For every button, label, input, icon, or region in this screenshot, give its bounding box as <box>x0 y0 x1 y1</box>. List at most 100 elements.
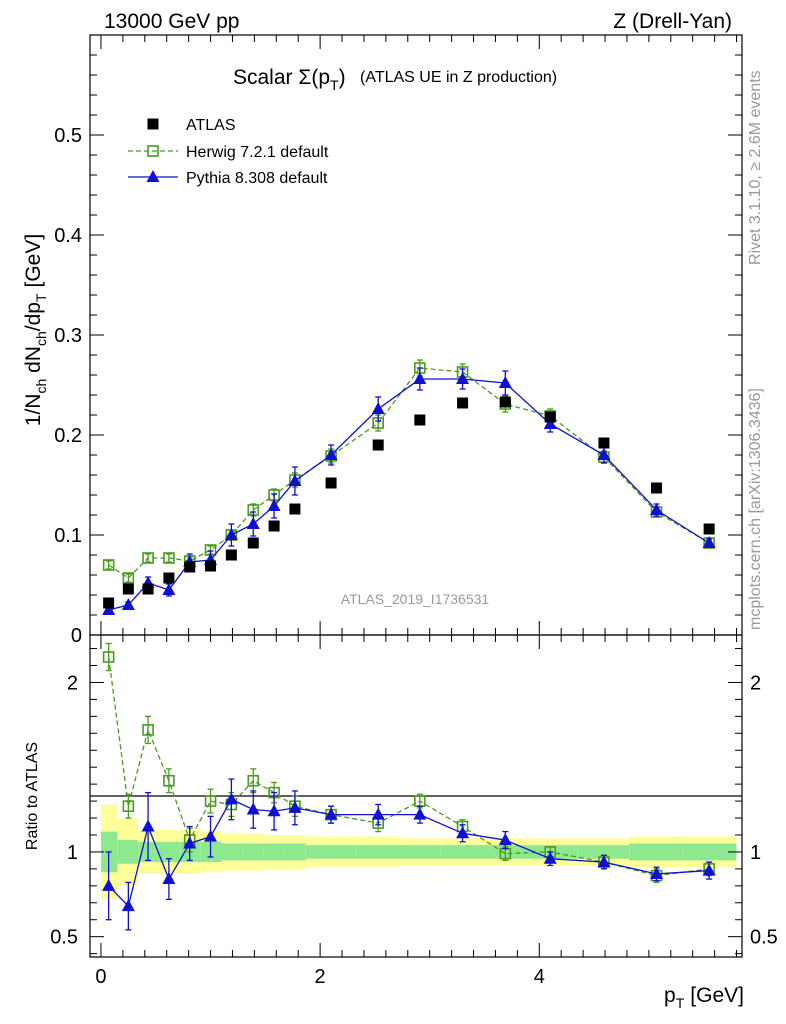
ratio-y-tick-label: 1 <box>67 842 78 864</box>
atlas-point <box>703 523 715 535</box>
side-text-bottom: mcplots.cern.ch [arXiv:1306.3436] <box>747 388 764 630</box>
atlas-point <box>268 520 280 532</box>
ylabel-b: dN <box>22 346 45 379</box>
herwig-line <box>108 367 710 579</box>
atlas-point <box>103 597 115 609</box>
pythia-point <box>543 417 557 429</box>
x-tick-label: 2 <box>315 966 326 988</box>
pythia-point <box>324 448 338 460</box>
ylabel-a: 1/N <box>22 394 45 427</box>
xlabel-main: p <box>664 984 676 1007</box>
ratio-y-tick-label: 0.5 <box>50 927 78 949</box>
ylabel-c: /dp <box>22 302 45 331</box>
chart-title-note: (ATLAS UE in Z production) <box>360 69 557 86</box>
ylabel-a-sub: ch <box>33 379 49 394</box>
ratio-band-stat <box>305 845 356 859</box>
atlas-point <box>598 437 610 449</box>
ratio-band-stat <box>283 843 306 861</box>
ylabel-unit: [GeV] <box>22 234 45 288</box>
atlas-point <box>651 482 663 494</box>
pythia-ratio-point <box>121 899 135 912</box>
y-tick-label: 0.5 <box>54 125 82 147</box>
xlabel-sub: T <box>676 995 685 1011</box>
atlas-point <box>325 477 337 489</box>
analysis-id: ATLAS_2019_I1736531 <box>341 591 490 607</box>
ylabel-b-sub: ch <box>33 331 49 346</box>
herwig-ratio-point <box>163 774 175 787</box>
ratio-panel: 0 2 4 0.5 0.5 1 1 2 2 <box>50 634 778 988</box>
pythia-point <box>597 448 611 460</box>
ylabel-c-sub: T <box>33 293 49 302</box>
atlas-point <box>122 583 134 595</box>
xlabel-unit: [GeV] <box>690 984 744 1007</box>
atlas-point <box>247 537 259 549</box>
ratio-y-tick-label-right: 0.5 <box>750 927 778 949</box>
chart-title-main: Scalar Σ(p <box>233 66 330 89</box>
pythia-ratio-point <box>183 836 197 849</box>
ratio-band-stat <box>221 843 243 861</box>
ratio-band-stat <box>117 840 139 864</box>
pythia-point <box>456 372 470 384</box>
pythia-point <box>224 528 238 540</box>
pythia-point <box>121 598 135 610</box>
atlas-point <box>499 396 511 408</box>
herwig-point <box>163 552 175 564</box>
pythia-ratio-point <box>498 833 512 846</box>
x-tick-label: 4 <box>534 966 545 988</box>
legend-label: ATLAS <box>186 117 236 134</box>
pythia-ratio-point <box>702 863 716 876</box>
y-tick-label: 0.2 <box>54 425 82 447</box>
x-tick-label: 0 <box>95 966 106 988</box>
ratio-band-stat <box>577 845 630 859</box>
ratio-y-axis-label: Ratio to ATLAS <box>24 742 41 850</box>
pythia-point <box>413 372 427 384</box>
x-axis-label: pT [GeV] <box>664 984 744 1011</box>
atlas-point <box>163 572 175 584</box>
atlas-point <box>205 560 217 572</box>
ratio-band-stat <box>629 843 683 861</box>
ratio-y-tick-label-right: 2 <box>750 672 761 694</box>
ratio-band-stat <box>242 843 264 861</box>
legend-label: Pythia 8.308 default <box>186 170 328 187</box>
y-tick-label: 0 <box>71 625 82 647</box>
legend: ATLAS Herwig 7.2.1 default Pythia 8.308 de… <box>128 117 329 187</box>
pythia-ratio-point <box>597 855 611 868</box>
pythia-point <box>498 376 512 388</box>
pythia-point <box>267 499 281 511</box>
ratio-band-stat <box>263 843 284 861</box>
pythia-point <box>702 536 716 548</box>
pythia-ratio-point <box>413 807 427 820</box>
pythia-ratio-point <box>204 829 218 842</box>
pythia-ratio-point <box>650 866 664 879</box>
pythia-point <box>650 503 664 515</box>
ratio-frame <box>89 634 743 958</box>
pythia-line <box>108 378 710 611</box>
ratio-band-stat <box>440 845 485 859</box>
ratio-band-stat <box>682 843 737 861</box>
y-tick-label: 0.1 <box>54 525 82 547</box>
legend-marker <box>147 145 159 157</box>
legend-label: Herwig 7.2.1 default <box>186 144 329 161</box>
herwig-ratio-point <box>102 651 115 663</box>
pythia-ratio-point <box>288 800 302 813</box>
ratio-band-stat <box>159 841 180 863</box>
ratio-band-stat <box>400 845 441 859</box>
pythia-ratio-point <box>162 872 176 885</box>
header-right: Z (Drell-Yan) <box>613 10 732 33</box>
pythia-point <box>246 517 260 529</box>
y-axis-label: 1/Nch dNch/dpT[GeV] <box>22 234 49 426</box>
herwig-point <box>102 559 115 571</box>
pythia-ratio-point <box>456 826 470 839</box>
herwig-ratio-point <box>122 800 135 812</box>
side-text-top: Rivet 3.1.10, ≥ 2.6M events <box>747 70 764 265</box>
pythia-ratio-point <box>543 851 557 864</box>
atlas-point <box>544 411 556 423</box>
pythia-ratio-point <box>324 807 338 820</box>
ratio-y-tick-label: 2 <box>67 672 78 694</box>
atlas-point <box>457 397 469 409</box>
chart-title-tail: ) <box>339 66 346 89</box>
pythia-ratio-point <box>224 792 238 805</box>
chart-title: Scalar Σ(pT) <box>233 66 346 93</box>
atlas-point <box>142 583 154 595</box>
